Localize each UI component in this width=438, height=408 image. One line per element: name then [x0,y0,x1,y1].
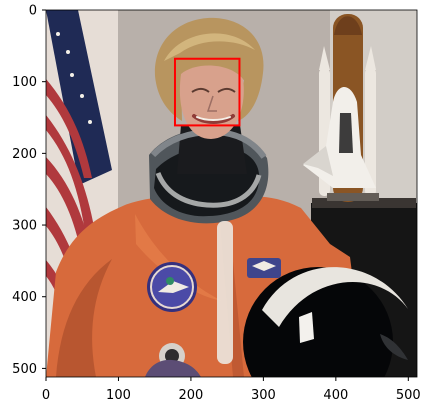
y-tick-label-400: 400 [12,290,37,305]
space-shuttle-model [303,14,379,202]
y-tick-label-500: 500 [12,362,37,377]
y-tick-label-300: 300 [12,219,37,234]
x-tick-label-200: 200 [179,388,204,403]
x-tick-label-100: 100 [106,388,131,403]
x-tick-label-300: 300 [251,388,276,403]
image-frame [45,9,418,378]
stand-top [312,198,416,208]
x-tick-label-400: 400 [323,388,348,403]
astronaut [46,125,408,377]
face-detection-box [173,57,241,127]
y-tick-label-200: 200 [12,147,37,162]
astronaut-head [154,17,264,139]
y-tick-label-0: 0 [29,4,37,19]
x-tick-label-0: 0 [42,388,50,403]
astronaut-photo [46,10,417,377]
y-tick-label-100: 100 [12,75,37,90]
x-tick-label-500: 500 [396,388,421,403]
y-axis: 0 100 200 300 400 500 [12,4,46,377]
x-axis: 0 100 200 300 400 500 [42,377,421,403]
